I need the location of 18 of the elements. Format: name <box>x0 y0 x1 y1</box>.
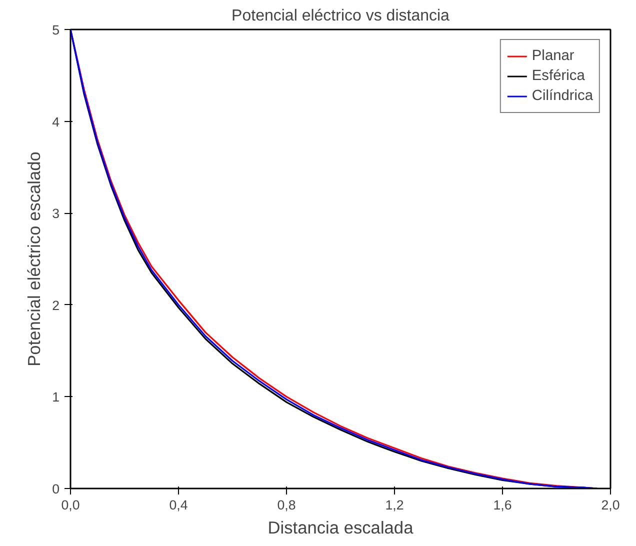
chart-title: Potencial eléctrico vs distancia <box>232 8 450 24</box>
x-tick-label: 1,6 <box>493 498 512 512</box>
x-tick-label: 2,0 <box>601 498 620 512</box>
y-tick-label: 4 <box>52 114 60 130</box>
y-tick-label: 1 <box>52 390 60 405</box>
x-axis-title: Distancia escalada <box>268 518 414 538</box>
x-tick-label: 0,8 <box>277 498 296 512</box>
x-tick-label: 0,4 <box>169 498 188 512</box>
y-tick-label: 3 <box>52 206 60 222</box>
legend-label: Planar <box>532 48 574 64</box>
x-tick-label: 1,2 <box>385 498 404 512</box>
x-tick-label: 0,0 <box>61 498 80 512</box>
y-tick-label: 2 <box>52 298 60 313</box>
y-tick-label: 5 <box>52 22 60 38</box>
legend-label: Esférica <box>532 68 585 84</box>
y-axis-title: Potencial eléctrico escalado <box>24 152 44 366</box>
y-tick-label: 0 <box>52 482 60 496</box>
legend-label: Cilíndrica <box>532 88 593 104</box>
